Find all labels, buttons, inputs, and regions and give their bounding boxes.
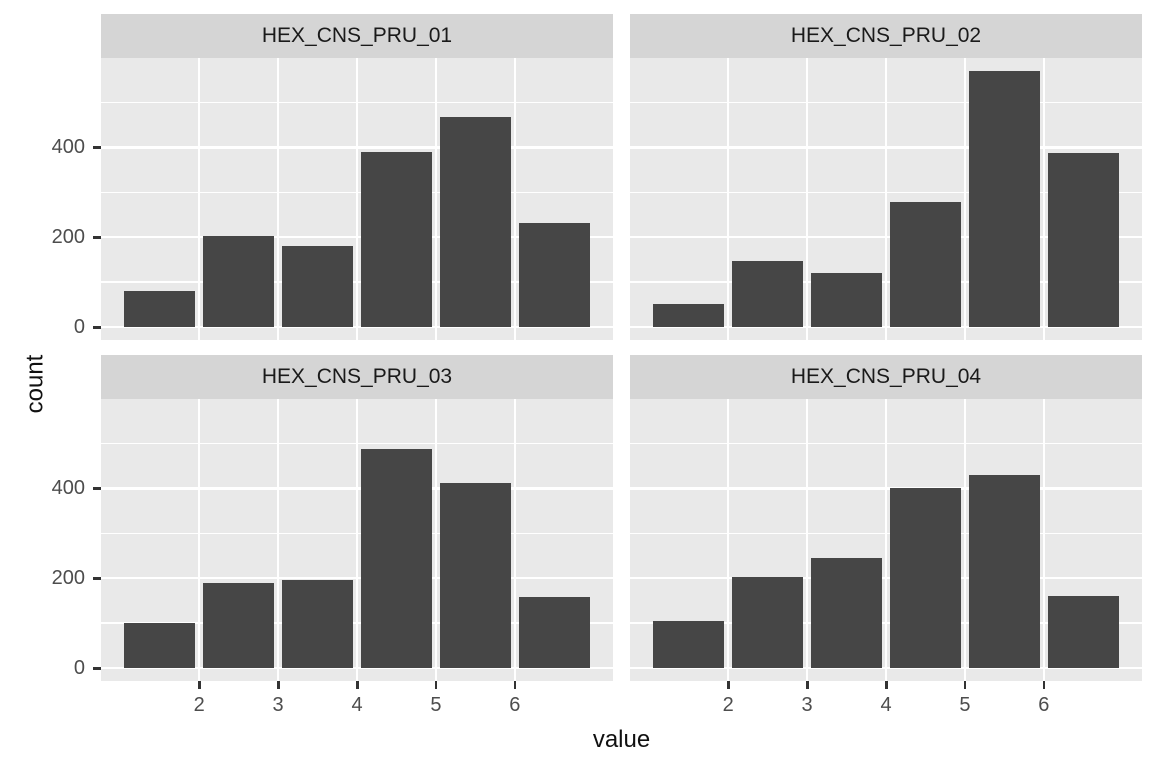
gridline-x-major: [805, 399, 809, 681]
histogram-bar: [518, 597, 590, 669]
gridline-x-major: [884, 399, 888, 681]
gridline-x-major: [434, 399, 438, 681]
y-tick-label: 200: [51, 226, 85, 249]
y-tick-label: 200: [51, 567, 85, 590]
facet-strip: HEX_CNS_PRU_01: [101, 14, 613, 58]
histogram-bar: [889, 488, 961, 669]
facet-strip-label: HEX_CNS_PRU_03: [261, 365, 453, 388]
y-tick-mark: [93, 236, 101, 239]
histogram-bar: [811, 558, 883, 669]
gridline-x-major: [197, 399, 201, 681]
x-tick-mark: [277, 681, 280, 689]
histogram-bar: [439, 116, 511, 328]
x-tick-label: 5: [430, 694, 442, 716]
x-tick-mark: [356, 681, 359, 689]
gridline-x-major: [963, 58, 967, 340]
x-tick-mark: [513, 681, 517, 689]
histogram-bar: [124, 622, 196, 669]
histogram-bar: [811, 272, 883, 328]
y-tick-label: 0: [73, 657, 85, 680]
facet-strip-label: HEX_CNS_PRU_01: [261, 24, 453, 47]
y-tick-mark: [93, 487, 101, 490]
histogram-bar: [360, 151, 432, 328]
facet-strip: HEX_CNS_PRU_04: [630, 355, 1142, 399]
gridline-x-major: [884, 58, 888, 340]
gridline-x-major: [197, 58, 201, 340]
histogram-bar: [360, 449, 432, 669]
x-tick-mark: [806, 681, 809, 689]
x-axis-title: value: [592, 726, 651, 753]
gridline-x-major: [1042, 58, 1046, 340]
x-tick-label: 3: [801, 694, 813, 716]
y-tick-mark: [93, 146, 101, 149]
x-tick-label: 6: [1038, 694, 1050, 716]
histogram-bar: [439, 482, 511, 669]
gridline-x-major: [276, 58, 280, 340]
histogram-bar: [203, 582, 275, 669]
x-tick-label: 4: [351, 694, 363, 716]
histogram-bar: [282, 246, 354, 328]
facet-strip: HEX_CNS_PRU_03: [101, 355, 613, 399]
x-tick-mark: [727, 681, 730, 689]
histogram-bar: [1047, 153, 1119, 328]
facet-strip-label: HEX_CNS_PRU_02: [790, 24, 982, 47]
histogram-bar: [203, 235, 275, 328]
x-tick-label: 2: [193, 694, 205, 716]
y-tick-label: 0: [73, 316, 85, 339]
y-tick-mark: [93, 326, 101, 329]
x-tick-mark: [963, 681, 967, 689]
y-axis-title: count: [21, 354, 49, 414]
x-tick-mark: [1042, 681, 1046, 689]
gridline-x-major: [726, 58, 730, 340]
histogram-bar: [1047, 596, 1119, 669]
gridline-x-major: [513, 399, 517, 681]
gridline-x-major: [805, 58, 809, 340]
histogram-bar: [653, 620, 725, 669]
x-tick-mark: [198, 681, 201, 689]
y-tick-mark: [93, 577, 101, 580]
gridline-x-major: [513, 58, 517, 340]
x-tick-label: 5: [959, 694, 971, 716]
histogram-bar: [124, 291, 196, 328]
histogram-bar: [282, 580, 354, 669]
histogram-bar: [889, 202, 961, 328]
x-tick-mark: [885, 681, 888, 689]
gridline-x-major: [276, 399, 280, 681]
facet-strip-label: HEX_CNS_PRU_04: [790, 365, 982, 388]
x-tick-label: 6: [509, 694, 521, 716]
histogram-bar: [968, 70, 1040, 328]
gridline-x-major: [434, 58, 438, 340]
y-tick-label: 400: [51, 477, 85, 500]
facet-strip: HEX_CNS_PRU_02: [630, 14, 1142, 58]
gridline-x-major: [726, 399, 730, 681]
x-tick-label: 3: [272, 694, 284, 716]
histogram-bar: [968, 474, 1040, 669]
histogram-bar: [732, 576, 804, 669]
y-tick-mark: [93, 667, 101, 670]
x-tick-mark: [434, 681, 438, 689]
gridline-x-major: [1042, 399, 1046, 681]
gridline-x-major: [963, 399, 967, 681]
gridline-x-major: [355, 399, 359, 681]
histogram-bar: [518, 222, 590, 328]
gridline-x-major: [355, 58, 359, 340]
histogram-bar: [653, 303, 725, 328]
y-tick-label: 400: [51, 136, 85, 159]
histogram-bar: [732, 260, 804, 328]
x-tick-label: 2: [722, 694, 734, 716]
x-tick-label: 4: [880, 694, 892, 716]
